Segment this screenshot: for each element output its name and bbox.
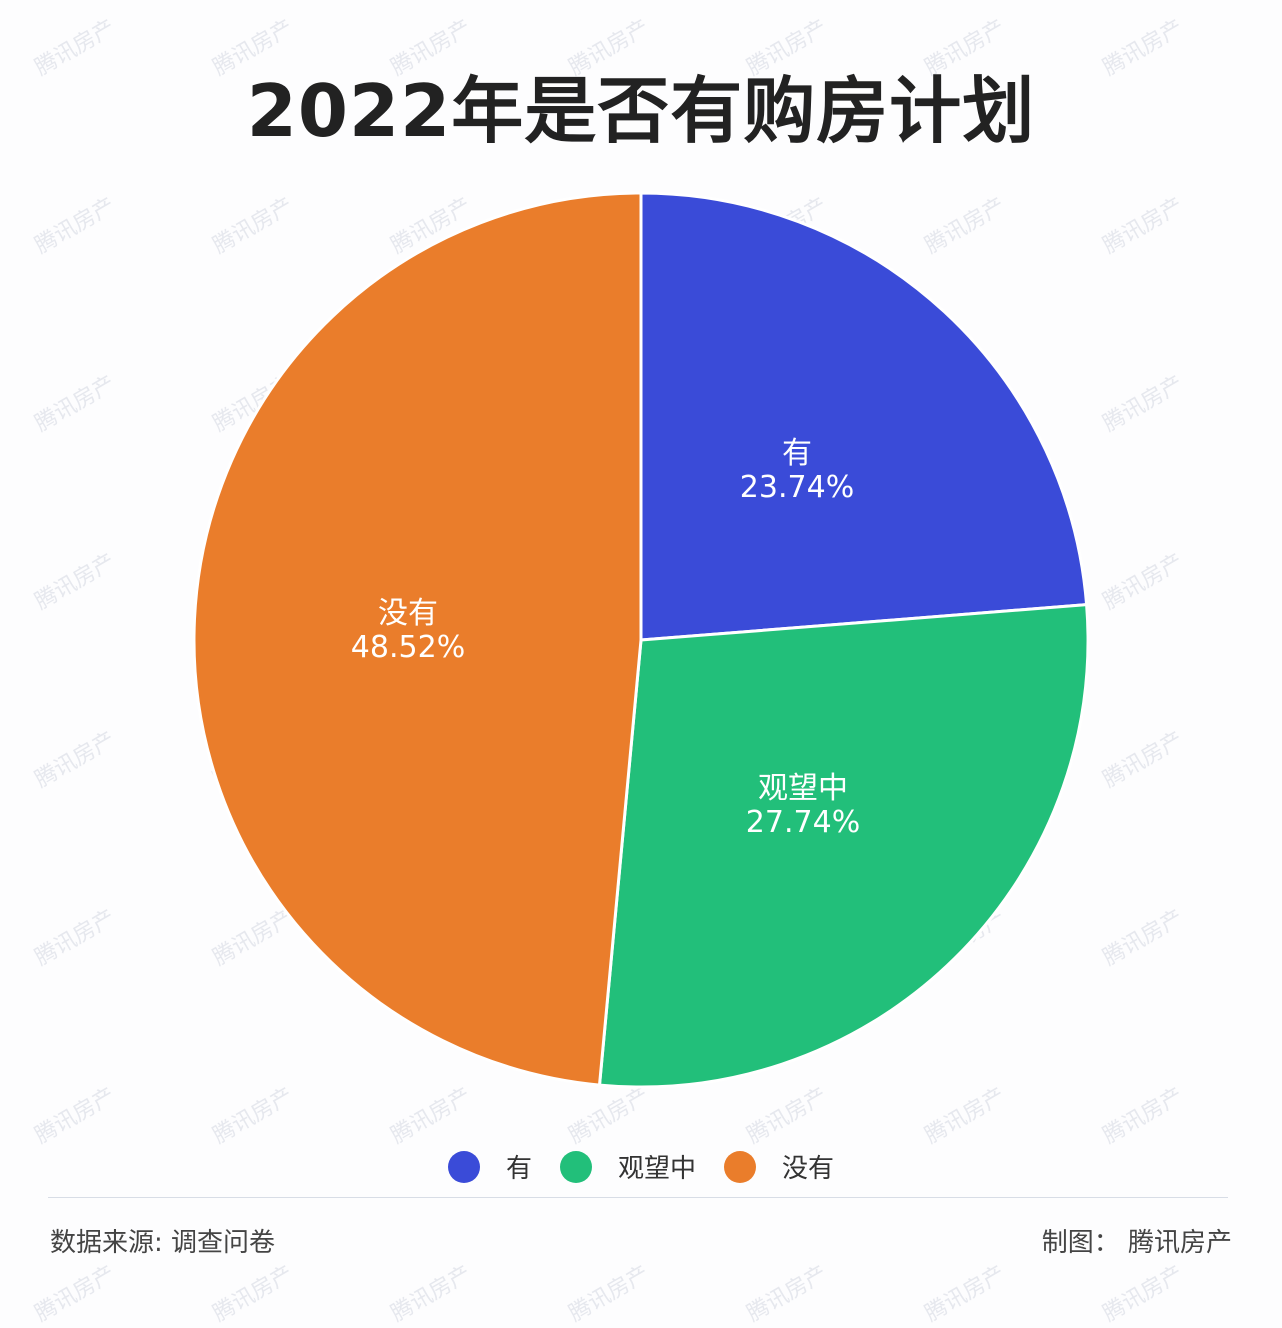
legend-dot-icon <box>724 1150 756 1183</box>
data-source: 数据来源: 调查问卷 <box>50 1228 276 1258</box>
legend-label: 有 <box>505 1154 532 1184</box>
pie-slice-yes[interactable] <box>639 191 1089 642</box>
pie-slice-watching[interactable] <box>597 603 1090 1089</box>
slice-percent: 48.52% <box>350 630 466 665</box>
footer-divider <box>48 1197 1228 1198</box>
pie-chart <box>192 191 1090 1089</box>
legend-item-yes[interactable]: 有 <box>447 1148 532 1185</box>
legend: 有 观望中 没有 <box>0 1148 1282 1185</box>
slice-category: 观望中 <box>757 771 848 806</box>
legend-label: 没有 <box>782 1154 835 1184</box>
slice-category: 没有 <box>377 596 438 631</box>
chart-credit: 制图： 腾讯房产 <box>1041 1228 1232 1258</box>
pie-slice-no[interactable] <box>192 191 643 1087</box>
chart-title: 2022年是否有购房计划 <box>246 69 1036 153</box>
legend-item-watching[interactable]: 观望中 <box>559 1148 696 1185</box>
slice-label-no: 没有 48.52% <box>351 597 465 665</box>
legend-dot-icon <box>447 1150 480 1183</box>
legend-dot-icon <box>559 1150 592 1183</box>
legend-item-no[interactable]: 没有 <box>724 1148 834 1185</box>
legend-label: 观望中 <box>617 1154 696 1184</box>
slice-label-watching: 观望中 27.74% <box>746 772 860 840</box>
slice-percent: 27.74% <box>745 805 861 840</box>
slice-category: 有 <box>781 436 812 471</box>
slice-percent: 23.74% <box>739 470 855 505</box>
slice-label-yes: 有 23.74% <box>740 437 854 505</box>
